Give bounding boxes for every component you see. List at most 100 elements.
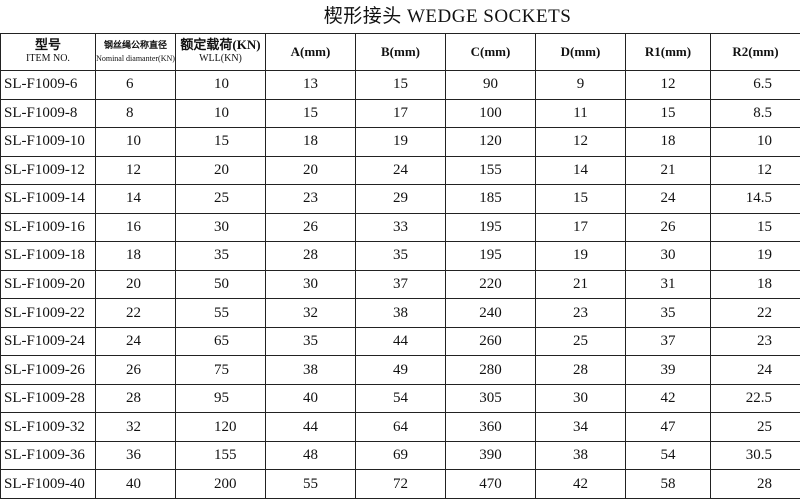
item-cell: SL-F1009-6	[0, 70, 96, 100]
data-row: SL-F1009-28 28 95 40 54 305 30 42 22.5	[0, 383, 800, 414]
value-cell: 12	[710, 155, 800, 186]
value-cell: 15	[265, 98, 356, 129]
value-cell: 38	[265, 355, 356, 385]
value-cell: 195	[445, 212, 536, 243]
value-cell: 14	[95, 184, 176, 214]
value-cell: 44	[265, 412, 356, 442]
value-cell: 49	[355, 355, 446, 385]
item-cell: SL-F1009-32	[0, 412, 96, 442]
value-cell: 30	[535, 383, 626, 414]
value-cell: 24	[355, 155, 446, 186]
value-cell: 195	[445, 241, 536, 271]
header-cell: C(mm)	[445, 33, 536, 71]
item-cell: SL-F1009-8	[0, 98, 96, 129]
item-cell: SL-F1009-22	[0, 298, 96, 328]
header-text: Nominal diamanter(KN)	[96, 54, 175, 63]
value-cell: 200	[175, 469, 266, 499]
value-cell: 15	[710, 212, 800, 243]
value-cell: 30	[265, 269, 356, 300]
header-text: 额定载荷(KN)	[180, 37, 261, 52]
value-cell: 15	[535, 184, 626, 214]
data-row: SL-F1009-6 6 10 13 15 90 9 12 6.5	[0, 70, 800, 100]
value-cell: 54	[625, 440, 711, 471]
value-cell: 18	[710, 269, 800, 300]
value-cell: 10	[175, 70, 266, 100]
value-cell: 12	[625, 70, 711, 100]
data-row: SL-F1009-20 20 50 30 37 220 21 31 18	[0, 269, 800, 300]
value-cell: 21	[535, 269, 626, 300]
header-cell: 额定载荷(KN) WLL(KN)	[175, 33, 266, 71]
value-cell: 24	[625, 184, 711, 214]
spec-table: 型号 ITEM NO. 钢丝绳公称直径 Nominal diamanter(KN) 额定…	[0, 33, 800, 499]
value-cell: 15	[355, 70, 446, 100]
value-cell: 155	[175, 440, 266, 471]
value-cell: 14	[535, 155, 626, 186]
value-cell: 50	[175, 269, 266, 300]
value-cell: 72	[355, 469, 446, 499]
header-cell: 钢丝绳公称直径 Nominal diamanter(KN)	[95, 33, 176, 71]
value-cell: 28	[265, 241, 356, 271]
item-cell: SL-F1009-40	[0, 469, 96, 499]
header-cell: B(mm)	[355, 33, 446, 71]
value-cell: 31	[625, 269, 711, 300]
value-cell: 21	[625, 155, 711, 186]
value-cell: 22.5	[710, 383, 800, 414]
value-cell: 38	[535, 440, 626, 471]
value-cell: 18	[95, 241, 176, 271]
value-cell: 280	[445, 355, 536, 385]
value-cell: 11	[535, 98, 626, 129]
value-cell: 24	[95, 326, 176, 357]
value-cell: 37	[355, 269, 446, 300]
value-cell: 42	[535, 469, 626, 499]
data-row: SL-F1009-16 16 30 26 33 195 17 26 15	[0, 212, 800, 243]
value-cell: 18	[265, 127, 356, 157]
value-cell: 30	[625, 241, 711, 271]
value-cell: 24	[710, 355, 800, 385]
item-cell: SL-F1009-12	[0, 155, 96, 186]
value-cell: 33	[355, 212, 446, 243]
value-cell: 38	[355, 298, 446, 328]
value-cell: 305	[445, 383, 536, 414]
value-cell: 10	[175, 98, 266, 129]
item-cell: SL-F1009-14	[0, 184, 96, 214]
value-cell: 39	[625, 355, 711, 385]
value-cell: 15	[625, 98, 711, 129]
value-cell: 19	[355, 127, 446, 157]
value-cell: 220	[445, 269, 536, 300]
value-cell: 95	[175, 383, 266, 414]
value-cell: 8	[95, 98, 176, 129]
value-cell: 240	[445, 298, 536, 328]
value-cell: 35	[175, 241, 266, 271]
header-text: C(mm)	[470, 44, 511, 59]
header-text: 钢丝绳公称直径	[103, 40, 167, 50]
value-cell: 25	[175, 184, 266, 214]
data-row: SL-F1009-24 24 65 35 44 260 25 37 23	[0, 326, 800, 357]
item-cell: SL-F1009-16	[0, 212, 96, 243]
value-cell: 35	[265, 326, 356, 357]
value-cell: 55	[175, 298, 266, 328]
header-cell: R2(mm)	[710, 33, 800, 71]
value-cell: 13	[265, 70, 356, 100]
value-cell: 26	[265, 212, 356, 243]
data-row: SL-F1009-12 12 20 20 24 155 14 21 12	[0, 155, 800, 186]
item-cell: SL-F1009-10	[0, 127, 96, 157]
value-cell: 19	[710, 241, 800, 271]
value-cell: 16	[95, 212, 176, 243]
value-cell: 25	[710, 412, 800, 442]
value-cell: 8.5	[710, 98, 800, 129]
value-cell: 48	[265, 440, 356, 471]
value-cell: 58	[625, 469, 711, 499]
value-cell: 30	[175, 212, 266, 243]
value-cell: 260	[445, 326, 536, 357]
value-cell: 44	[355, 326, 446, 357]
value-cell: 120	[175, 412, 266, 442]
header-text: R1(mm)	[644, 44, 692, 59]
value-cell: 25	[535, 326, 626, 357]
value-cell: 32	[95, 412, 176, 442]
header-text: 型号	[34, 37, 61, 52]
data-row: SL-F1009-40 40 200 55 72 470 42 58 28	[0, 469, 800, 499]
value-cell: 28	[710, 469, 800, 499]
value-cell: 17	[535, 212, 626, 243]
item-cell: SL-F1009-20	[0, 269, 96, 300]
value-cell: 64	[355, 412, 446, 442]
